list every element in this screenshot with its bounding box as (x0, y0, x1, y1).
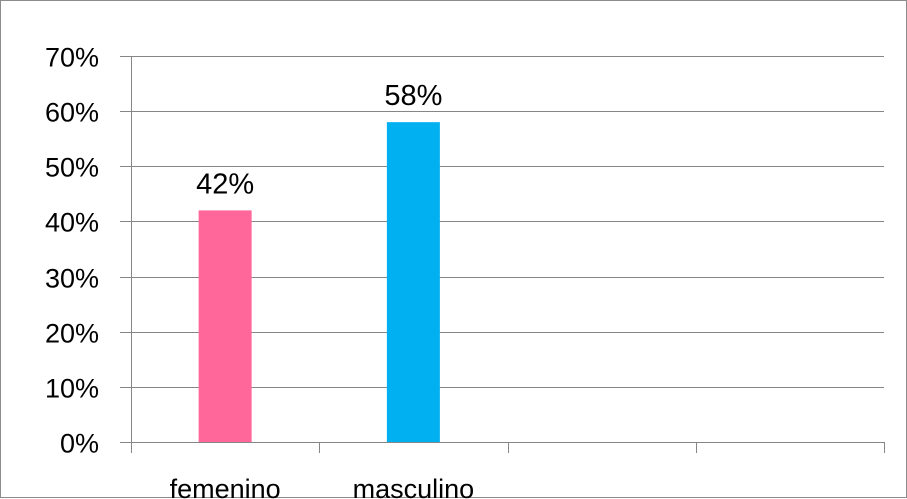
bar-masculino (387, 122, 440, 442)
y-tick-label: 70% (45, 43, 99, 73)
y-tick-label: 40% (45, 208, 99, 238)
y-tick-label: 50% (45, 153, 99, 183)
y-tick-label: 10% (45, 374, 99, 404)
data-label: 58% (384, 80, 442, 112)
y-tick-label: 0% (60, 429, 99, 459)
y-tick-label: 60% (45, 98, 99, 128)
y-tick-label: 20% (45, 319, 99, 349)
bar-femenino (199, 210, 252, 442)
x-tick-label: masculino (353, 474, 475, 499)
y-tick-label: 30% (45, 264, 99, 294)
data-label: 42% (196, 168, 254, 200)
x-tick-label: femenino (170, 474, 281, 499)
